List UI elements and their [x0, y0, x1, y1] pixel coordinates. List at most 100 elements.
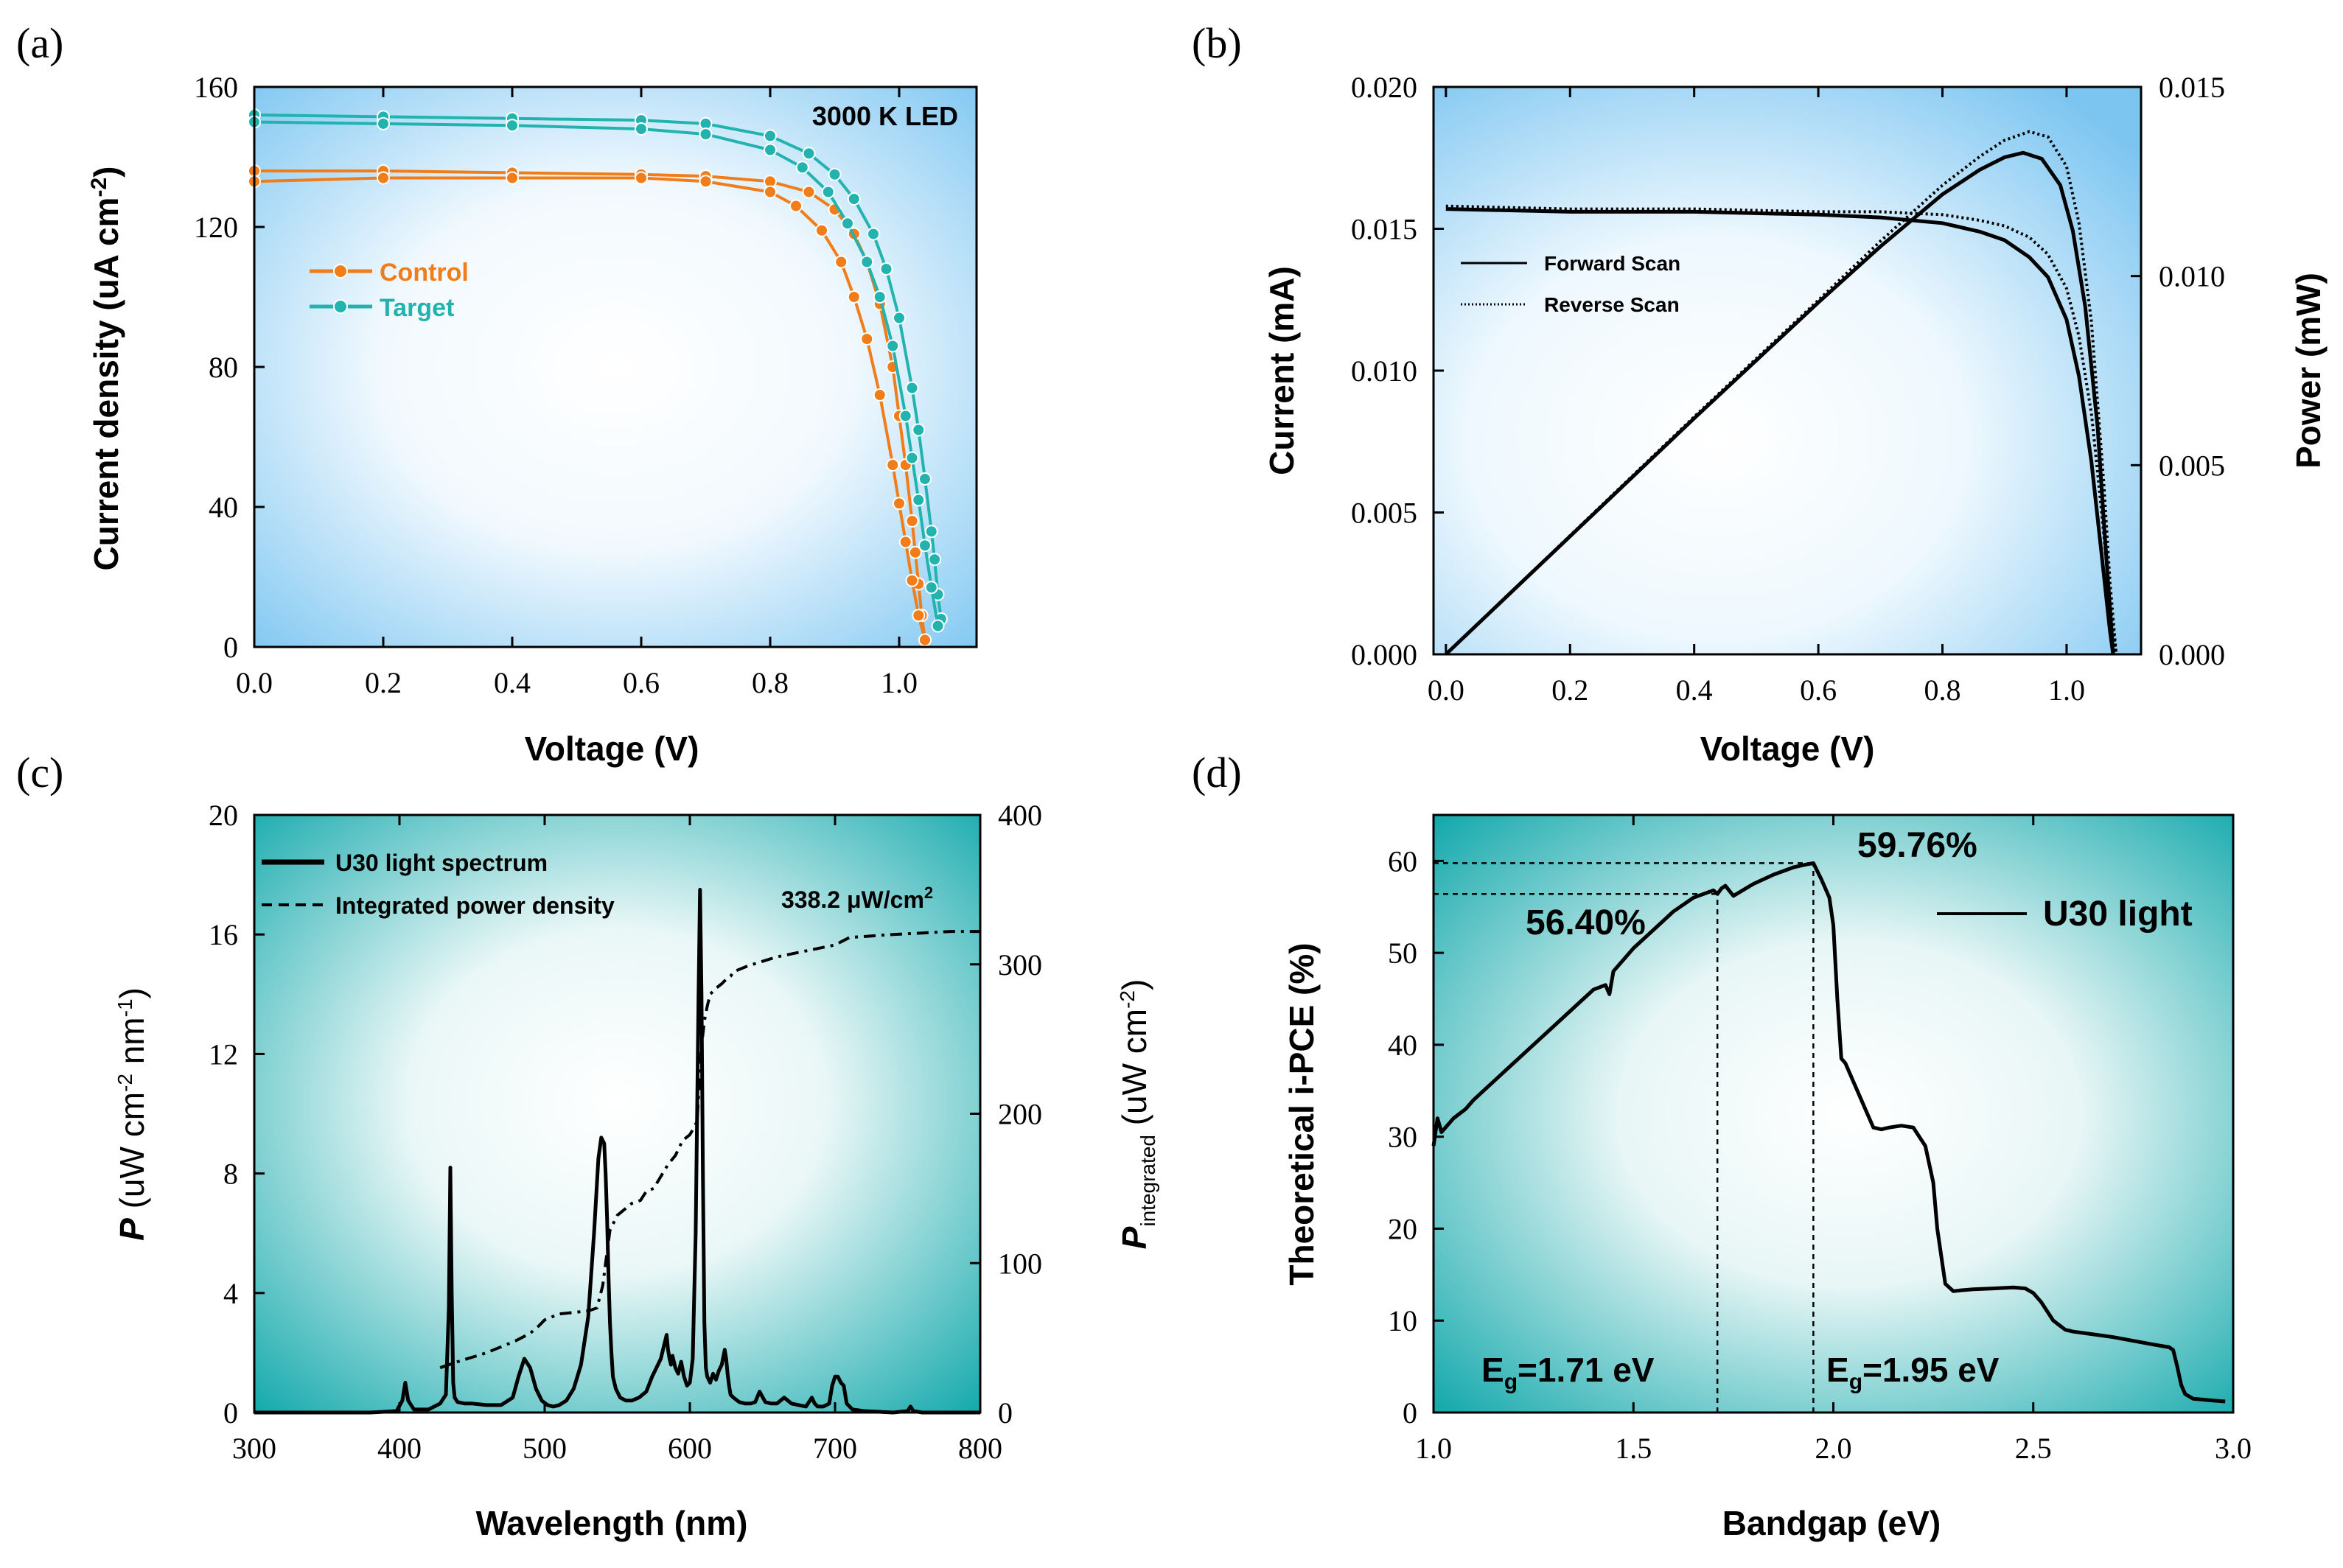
panel-a-y-tick-label: 80 [209, 351, 238, 384]
panel-a-x-tick-label: 0.6 [623, 666, 660, 699]
panel-b-x-tick-label: 0.4 [1676, 673, 1713, 707]
panel-a-y-tick-label: 40 [209, 491, 238, 524]
panel-b-y2-ticks: 0.000 0.005 0.010 0.015 [2131, 71, 2225, 671]
panel-a-y-tick-label: 0 [223, 631, 238, 664]
power-reverse-line [1445, 130, 2118, 656]
panel-b-y-tick-label: 0.020 [1351, 71, 1417, 104]
panel-c-y-axis-title: P (uW cm-2 nm-1) [113, 987, 151, 1241]
series-target-point [860, 255, 874, 269]
spectrum-line [254, 887, 980, 1415]
panel-c-y-tick-label: 4 [223, 1277, 238, 1310]
panel-d-y-ticks: 0 10 20 30 40 50 60 [1388, 844, 1444, 1429]
legend-control-label: Control [380, 259, 469, 287]
panel-d-eg-195-label: Eg=1.95 eV [1826, 1351, 2000, 1394]
panel-b-x-ticks: 0.0 0.2 0.4 0.6 0.8 1.0 [1428, 87, 2085, 707]
panel-d-series [1431, 861, 2226, 1413]
series-target-point [893, 311, 906, 325]
series-control-point [789, 199, 803, 213]
panel-a-x-tick-label: 0.8 [752, 666, 789, 699]
panel-c: (c) 300 400 500 600 700 800 0 4 8 12 16 20 0 100 200… [16, 749, 1159, 1542]
legend-forward-label: Forward Scan [1544, 252, 1680, 275]
series-control-point [905, 573, 919, 587]
series-target-point [931, 619, 945, 633]
panel-b-y2-tick-label: 0.005 [2159, 449, 2225, 482]
series-control-point [377, 171, 390, 185]
series-control-point [834, 255, 848, 269]
panel-c-y2-tick-label: 400 [998, 799, 1042, 832]
integrated-power-line [439, 930, 980, 1370]
panel-c-y2-tick-label: 100 [998, 1247, 1042, 1280]
series-target-point [795, 161, 809, 175]
panel-c-x-tick-label: 700 [813, 1432, 857, 1465]
series-target-point [912, 423, 926, 437]
panel-a-y-tick-label: 160 [194, 71, 238, 104]
panel-a-annotation: 3000 K LED [812, 101, 958, 131]
panel-b-label: (b) [1192, 19, 1242, 67]
current-reverse-line [1445, 204, 2118, 655]
panel-a-x-tick-label: 0.0 [236, 666, 273, 699]
series-target-point [377, 116, 390, 130]
panel-d-y-tick-label: 50 [1388, 937, 1417, 970]
panel-d-x-tick-label: 3.0 [2215, 1432, 2252, 1465]
panel-c-y2-tick-label: 300 [998, 948, 1042, 981]
panel-d-eg-171-label: Eg=1.71 eV [1481, 1351, 1655, 1394]
panel-b-y-axis-title: Current (mA) [1263, 266, 1301, 475]
panel-a-x-tick-label: 0.2 [365, 666, 402, 699]
panel-d-point-label: 56.40% [1526, 903, 1646, 942]
panel-c-annotation: 338.2 μW/cm2 [781, 883, 933, 913]
panel-d-label: (d) [1192, 749, 1242, 797]
panel-a-x-ticks: 0.0 0.2 0.4 0.6 0.8 1.0 [236, 87, 918, 699]
panel-a-x-tick-label: 1.0 [881, 666, 918, 699]
panel-d-x-tick-label: 2.0 [1815, 1432, 1852, 1465]
series-target-point [847, 192, 861, 206]
panel-b-y-tick-label: 0.000 [1351, 638, 1417, 671]
legend-target-label: Target [380, 294, 454, 322]
panel-c-x-tick-label: 300 [232, 1432, 276, 1465]
series-control-point [860, 332, 874, 346]
series-control-point [815, 223, 828, 237]
series-target-point [635, 122, 648, 136]
panel-c-x-tick-label: 800 [958, 1432, 1002, 1465]
panel-a-label: (a) [16, 19, 63, 67]
panel-b-x-tick-label: 0.6 [1800, 673, 1837, 707]
series-control-point [908, 545, 922, 559]
series-target-point [924, 525, 938, 539]
series-control-point [764, 185, 777, 199]
series-target-point [905, 381, 919, 395]
panel-c-y2-tick-label: 0 [998, 1396, 1013, 1429]
panel-c-x-tick-label: 600 [668, 1432, 712, 1465]
series-target-point [873, 290, 887, 304]
panel-d-x-axis-title: Bandgap (eV) [1722, 1504, 1941, 1542]
panel-c-x-tick-label: 500 [523, 1432, 567, 1465]
series-target-line-1 [254, 120, 940, 626]
panel-b-x-tick-label: 0.8 [1924, 673, 1961, 707]
legend-control-marker [333, 264, 348, 279]
panel-d-y-tick-label: 0 [1403, 1396, 1417, 1429]
legend-u30-label: U30 light [2043, 895, 2193, 934]
panel-d-y-axis-title: Theoretical i-PCE (%) [1282, 942, 1321, 1285]
series-target-point [867, 227, 880, 241]
panel-b-x-tick-label: 0.0 [1428, 673, 1464, 707]
series-control-point [918, 633, 932, 647]
panel-c-y2-axis-title: Pintegrated (uW cm-2) [1115, 979, 1159, 1250]
panel-d-x-ticks: 1.0 1.5 2.0 2.5 3.0 [1415, 815, 2252, 1465]
panel-b-y2-tick-label: 0.010 [2159, 260, 2225, 293]
series-target-point [764, 129, 777, 143]
panel-d: (d) 1.0 1.5 2.0 2.5 3.0 0 10 20 30 40 50 60 U30 li… [1192, 749, 2252, 1542]
series-target-point [828, 167, 842, 181]
series-control-point [893, 497, 906, 511]
panel-d-y-tick-label: 10 [1388, 1304, 1417, 1337]
panel-d-legend: U30 light [1937, 895, 2193, 934]
legend-spectrum-label: U30 light spectrum [335, 850, 548, 876]
panel-c-y-tick-label: 16 [209, 918, 238, 951]
series-control-point [886, 458, 900, 472]
panel-a-x-tick-label: 0.4 [494, 666, 531, 699]
series-target-point [924, 581, 938, 595]
panel-d-y-tick-label: 60 [1388, 844, 1417, 878]
pce-curve-line [1431, 861, 2226, 1404]
panel-b-y-tick-label: 0.010 [1351, 354, 1417, 388]
panel-c-plot-background [254, 815, 980, 1413]
panel-b-y2-axis-title: Power (mW) [2289, 273, 2328, 469]
series-target-point [886, 339, 900, 353]
